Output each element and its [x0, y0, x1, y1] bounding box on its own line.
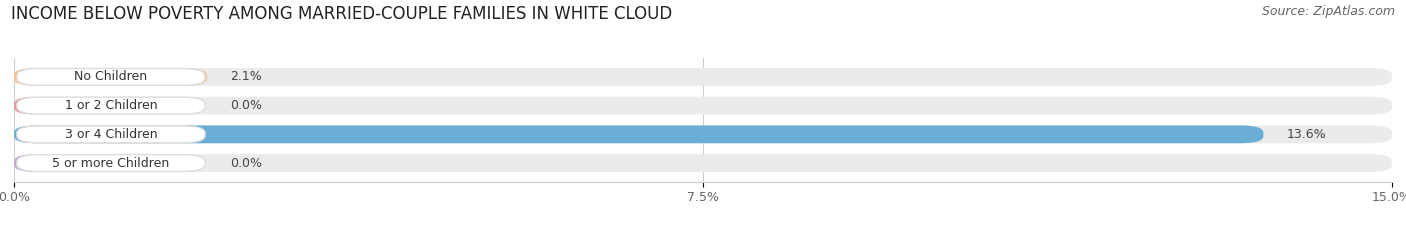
- FancyBboxPatch shape: [14, 125, 1392, 143]
- FancyBboxPatch shape: [14, 154, 48, 172]
- Text: 3 or 4 Children: 3 or 4 Children: [65, 128, 157, 141]
- Text: INCOME BELOW POVERTY AMONG MARRIED-COUPLE FAMILIES IN WHITE CLOUD: INCOME BELOW POVERTY AMONG MARRIED-COUPL…: [11, 5, 672, 23]
- FancyBboxPatch shape: [14, 125, 1264, 143]
- FancyBboxPatch shape: [14, 97, 48, 115]
- FancyBboxPatch shape: [17, 69, 205, 85]
- Text: 0.0%: 0.0%: [231, 99, 262, 112]
- FancyBboxPatch shape: [17, 126, 205, 143]
- Text: 0.0%: 0.0%: [231, 157, 262, 170]
- Text: 2.1%: 2.1%: [231, 70, 262, 83]
- FancyBboxPatch shape: [14, 154, 1392, 172]
- FancyBboxPatch shape: [17, 155, 205, 171]
- FancyBboxPatch shape: [14, 68, 1392, 86]
- FancyBboxPatch shape: [14, 97, 1392, 115]
- FancyBboxPatch shape: [17, 97, 205, 114]
- Text: 1 or 2 Children: 1 or 2 Children: [65, 99, 157, 112]
- Text: No Children: No Children: [75, 70, 148, 83]
- Text: 13.6%: 13.6%: [1286, 128, 1326, 141]
- FancyBboxPatch shape: [14, 68, 207, 86]
- Text: 5 or more Children: 5 or more Children: [52, 157, 170, 170]
- Text: Source: ZipAtlas.com: Source: ZipAtlas.com: [1261, 5, 1395, 18]
